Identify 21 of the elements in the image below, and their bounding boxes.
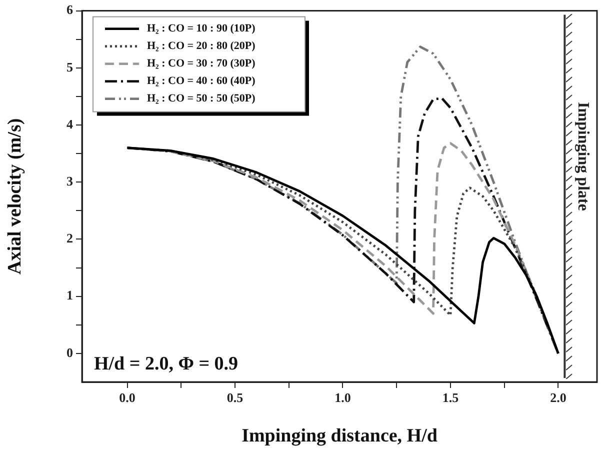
x-axis-title: Impinging distance, H/d — [242, 426, 438, 447]
x-tick-label: 2.0 — [550, 390, 566, 406]
y-tick-label: 0 — [66, 344, 73, 360]
x-tick-label: 0.0 — [119, 390, 136, 406]
y-tick-label: 5 — [66, 59, 74, 74]
y-tick-label: 6 — [66, 2, 74, 18]
y-tick-label: 3 — [66, 173, 74, 188]
legend-label: H₂ : CO = 20 : 80 (20P) — [147, 40, 256, 52]
annotation: H/d = 2.0, Φ = 0.9 — [94, 353, 238, 374]
legend-label: H₂ : CO = 40 : 60 (40P) — [147, 75, 256, 88]
y-tick-label: 1 — [66, 288, 73, 303]
x-tick-label: 1.5 — [442, 390, 460, 406]
y-tick-label: 2 — [66, 230, 73, 246]
legend-label: H₂ : CO = 30 : 70 (30P) — [147, 58, 256, 70]
legend-label: H₂ : CO = 10 : 90 (10P) — [147, 22, 256, 35]
ref-line-label: Impinging plate — [574, 102, 592, 211]
x-tick-label: 1.0 — [334, 390, 351, 406]
y-axis-title: Axial velocity (m/s) — [4, 118, 26, 274]
legend-label: H₂ : CO = 50 : 50 (50P) — [147, 92, 256, 105]
y-tick-label: 4 — [66, 116, 74, 132]
x-tick-label: 0.5 — [226, 390, 244, 406]
